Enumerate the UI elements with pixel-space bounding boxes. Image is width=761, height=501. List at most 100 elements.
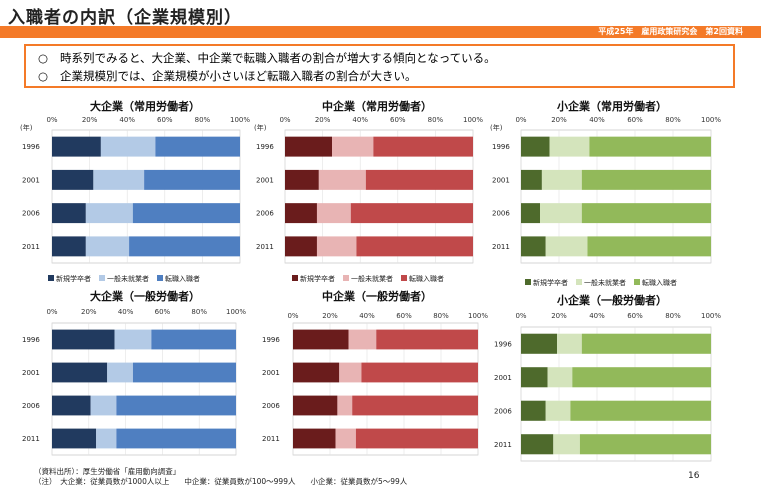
bar-segment — [541, 169, 582, 190]
tick-label: 20% — [551, 312, 567, 320]
tick-label: 0% — [287, 312, 298, 320]
tick-label: 80% — [433, 312, 449, 320]
year-label: 1996 — [256, 143, 274, 151]
year-label: 1996 — [22, 336, 40, 344]
chart-title: 小企業（一般労働者） — [556, 293, 667, 307]
tick-label: 20% — [82, 116, 98, 124]
summary-text: 時系列でみると、大企業、中企業で転職入職者の割合が増大する傾向となっている。 — [60, 51, 496, 65]
meeting-label: 平成25年 雇用政策研究会 第2回資料 — [598, 27, 743, 36]
bar-segment — [521, 333, 558, 354]
chart-title: 中企業（常用労働者） — [322, 99, 432, 113]
bar-segment — [52, 136, 101, 157]
legend-swatch — [401, 275, 407, 281]
year-label: 2011 — [492, 243, 510, 251]
year-unit-label: (年) — [490, 123, 503, 132]
bar-segment — [52, 329, 115, 350]
year-label: 2011 — [256, 243, 274, 251]
bar-segment — [129, 236, 240, 257]
legend-swatch — [48, 275, 54, 281]
tick-label: 100% — [701, 116, 721, 124]
year-label: 1996 — [262, 336, 280, 344]
bar-segment — [589, 136, 711, 157]
legend-label: 新規学卒者 — [56, 274, 91, 283]
year-label: 2001 — [492, 176, 510, 184]
tick-label: 60% — [627, 312, 643, 320]
legend-swatch — [634, 279, 640, 285]
bar-segment — [587, 236, 711, 257]
legend-swatch — [343, 275, 349, 281]
bar-segment — [337, 395, 353, 416]
chart-title: 大企業（一般労働者） — [90, 289, 200, 303]
bar-segment — [144, 169, 240, 190]
bar-segment — [540, 203, 582, 224]
bar-segment — [332, 136, 374, 157]
year-label: 2006 — [22, 210, 40, 218]
tick-label: 80% — [665, 116, 681, 124]
page-number: 16 — [688, 471, 700, 481]
bar-segment — [521, 400, 546, 421]
stacked-bar-chart: 大企業（一般労働者） 0% 20% 40% 60% 80% 100% 1996 2001 2006… — [22, 289, 246, 456]
bar-segment — [521, 136, 550, 157]
bar-segment — [355, 428, 478, 449]
bar-segment — [521, 434, 554, 455]
legend-label: 転職入職者 — [165, 274, 200, 283]
tick-label: 0% — [515, 312, 526, 320]
header-band: 平成25年 雇用政策研究会 第2回資料 — [0, 26, 761, 38]
bar-segment — [132, 362, 236, 383]
legend-label: 新規学卒者 — [533, 278, 568, 287]
bar-segment — [547, 367, 573, 388]
chart-title: 大企業（常用労働者） — [90, 99, 200, 113]
summary-line: ○ 時系列でみると、大企業、中企業で転職入職者の割合が増大する傾向となっている。 — [38, 49, 733, 67]
bar-segment — [521, 203, 540, 224]
bar-segment — [52, 203, 86, 224]
bar-segment — [572, 367, 711, 388]
bar-segment — [52, 169, 94, 190]
bar-segment — [114, 329, 152, 350]
year-label: 2001 — [256, 176, 274, 184]
year-label: 2011 — [494, 441, 512, 449]
legend-swatch — [525, 279, 531, 285]
tick-label: 40% — [352, 116, 368, 124]
legend-label: 転職入職者 — [642, 278, 677, 287]
tick-label: 60% — [155, 308, 171, 316]
stacked-bar-chart: 小企業（常用労働者） (年) 0% 20% 40% 60% 80% 100% 1996 2001 2… — [490, 99, 721, 287]
year-label: 1996 — [22, 143, 40, 151]
source-text: （資料出所）：厚生労働省「雇用動向調査」 — [34, 467, 181, 476]
tick-label: 40% — [119, 116, 135, 124]
bar-segment — [285, 136, 332, 157]
year-label: 2006 — [22, 402, 40, 410]
bar-segment — [90, 395, 117, 416]
bar-segment — [581, 169, 711, 190]
year-label: 2011 — [22, 435, 40, 443]
year-label: 2006 — [256, 210, 274, 218]
tick-label: 40% — [359, 312, 375, 320]
legend-label: 一般未就業者 — [351, 274, 393, 283]
legend-label: 新規学卒者 — [300, 274, 335, 283]
bar-segment — [553, 434, 580, 455]
bar-segment — [52, 362, 108, 383]
tick-label: 60% — [627, 116, 643, 124]
bar-segment — [93, 169, 145, 190]
legend-swatch — [292, 275, 298, 281]
summary-line: ○ 企業規模別では、企業規模が小さいほど転職入職者の割合が大きい。 — [38, 67, 733, 85]
chart-title: 中企業（一般労働者） — [322, 289, 432, 303]
bar-segment — [521, 169, 542, 190]
note-text: （注） 大企業：従業員数が1000人以上 中企業：従業員数が100～999人 小… — [34, 477, 408, 486]
bar-segment — [96, 428, 117, 449]
year-label: 2011 — [22, 243, 40, 251]
bar-segment — [293, 395, 338, 416]
stacked-bar-chart: 大企業（常用労働者） (年) 0% 20% 40% 60% 80% 100% 1996 2001 2… — [20, 99, 250, 283]
year-label: 2001 — [494, 374, 512, 382]
tick-label: 20% — [81, 308, 97, 316]
bar-segment — [285, 169, 319, 190]
bar-segment — [52, 236, 86, 257]
summary-bullet: ○ — [38, 51, 49, 65]
year-label: 2001 — [22, 369, 40, 377]
source-note: （資料出所）：厚生労働省「雇用動向調査」 （注） 大企業：従業員数が1000人以… — [34, 467, 407, 487]
bar-segment — [348, 329, 377, 350]
year-label: 2006 — [492, 210, 510, 218]
bar-segment — [285, 203, 317, 224]
bar-segment — [356, 236, 473, 257]
year-label: 1996 — [492, 143, 510, 151]
